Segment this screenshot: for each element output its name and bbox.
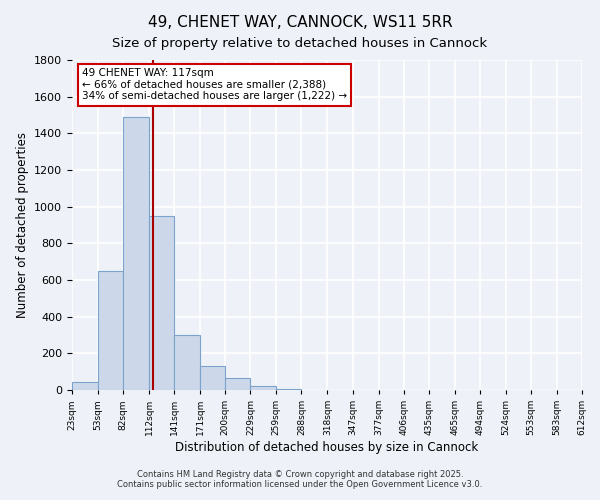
Bar [123,117,149,390]
Bar [250,386,277,390]
Y-axis label: Number of detached properties: Number of detached properties [16,132,29,318]
Text: 49, CHENET WAY, CANNOCK, WS11 5RR: 49, CHENET WAY, CANNOCK, WS11 5RR [148,15,452,30]
Bar [200,366,225,390]
Bar [149,216,174,390]
Bar [225,378,250,390]
Bar [277,389,301,390]
Text: Contains HM Land Registry data © Crown copyright and database right 2025.
Contai: Contains HM Land Registry data © Crown c… [118,470,482,489]
X-axis label: Distribution of detached houses by size in Cannock: Distribution of detached houses by size … [175,441,479,454]
Text: Size of property relative to detached houses in Cannock: Size of property relative to detached ho… [112,38,488,51]
Bar [98,271,123,390]
Bar [174,335,200,390]
Bar [72,382,98,390]
Text: 49 CHENET WAY: 117sqm
← 66% of detached houses are smaller (2,388)
34% of semi-d: 49 CHENET WAY: 117sqm ← 66% of detached … [82,68,347,102]
